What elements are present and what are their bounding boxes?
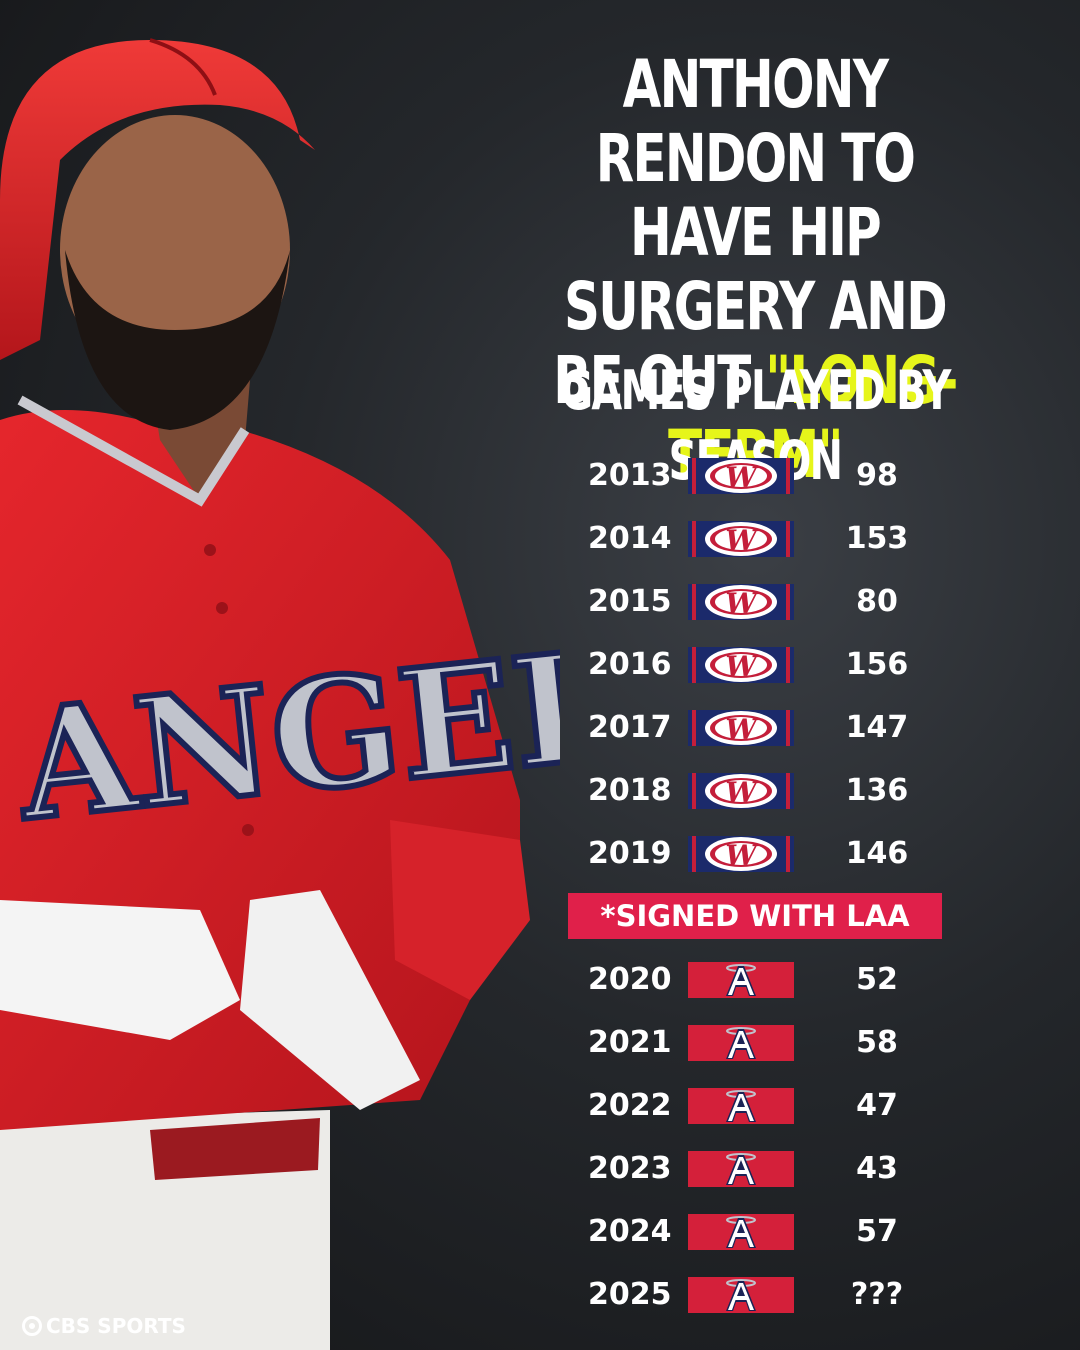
brand-text: CBS SPORTS <box>46 1314 186 1338</box>
svg-text:W: W <box>725 839 759 872</box>
season-row-nationals: 2014 W 153 <box>560 509 980 572</box>
season-year: 2016 <box>588 647 672 682</box>
season-row-nationals: 2016 W 156 <box>560 635 980 698</box>
nationals-logo-icon: W <box>688 458 794 494</box>
nationals-seasons: 2013 W 98 2014 W 153 2015 W 80 2016 W 156 2017 W 147 20… <box>560 446 980 887</box>
season-row-angels: 2021 58 <box>560 1013 980 1076</box>
nationals-logo-icon: W <box>688 836 794 872</box>
angels-logo-icon <box>688 1088 794 1124</box>
games-played: 57 <box>856 1214 898 1249</box>
season-row-angels: 2025??? <box>560 1265 980 1328</box>
svg-text:W: W <box>725 776 759 809</box>
player-photo: ANGELS <box>0 38 560 1350</box>
season-year: 2020 <box>588 962 672 997</box>
games-played: 58 <box>856 1025 898 1060</box>
season-year: 2024 <box>588 1214 672 1249</box>
season-year: 2015 <box>588 584 672 619</box>
games-played: 156 <box>845 647 909 682</box>
nationals-logo-icon: W <box>688 521 794 557</box>
headline: ANTHONY RENDON TO HAVE HIP SURGERY AND B… <box>516 48 995 492</box>
games-played: 136 <box>845 773 909 808</box>
season-year: 2023 <box>588 1151 672 1186</box>
angels-logo-icon <box>688 962 794 998</box>
season-year: 2014 <box>588 521 672 556</box>
games-played: 153 <box>845 521 909 556</box>
cbs-eye-icon <box>22 1316 42 1336</box>
games-played: ??? <box>850 1277 904 1312</box>
svg-text:W: W <box>725 461 759 494</box>
season-row-angels: 2023 43 <box>560 1139 980 1202</box>
angels-logo-icon <box>688 1151 794 1187</box>
games-played: 146 <box>845 836 909 871</box>
games-played: 80 <box>856 584 898 619</box>
games-played: 43 <box>856 1151 898 1186</box>
games-played: 47 <box>856 1088 898 1123</box>
season-row-nationals: 2018 W 136 <box>560 761 980 824</box>
headline-line-3-prefix: BE OUT <box>553 342 766 419</box>
svg-text:W: W <box>725 587 759 620</box>
nationals-logo-icon: W <box>688 584 794 620</box>
season-year: 2017 <box>588 710 672 745</box>
season-year: 2025 <box>588 1277 672 1312</box>
angels-logo-icon <box>688 1214 794 1250</box>
season-row-nationals: 2019 W 146 <box>560 824 980 887</box>
angels-seasons: 2020 52 2021 58 2022 47 2023 43 2024 57 2025??? <box>560 950 980 1328</box>
season-row-nationals: 2013 W 98 <box>560 446 980 509</box>
svg-text:W: W <box>725 650 759 683</box>
headline-line-2: HAVE HIP SURGERY AND <box>564 194 948 345</box>
svg-text:W: W <box>725 524 759 557</box>
season-year: 2021 <box>588 1025 672 1060</box>
angels-logo-icon <box>688 1025 794 1061</box>
season-year: 2013 <box>588 458 672 493</box>
season-row-angels: 2020 52 <box>560 950 980 1013</box>
season-year: 2018 <box>588 773 672 808</box>
games-table: 2013 W 98 2014 W 153 2015 W 80 2016 W 156 2017 W 147 20… <box>560 446 980 1328</box>
headline-line-1: ANTHONY RENDON TO <box>595 46 916 197</box>
season-year: 2019 <box>588 836 672 871</box>
angels-logo-icon <box>688 1277 794 1313</box>
games-played: 147 <box>845 710 909 745</box>
season-row-angels: 2022 47 <box>560 1076 980 1139</box>
svg-text:W: W <box>725 713 759 746</box>
games-played: 52 <box>856 962 898 997</box>
season-row-nationals: 2015 W 80 <box>560 572 980 635</box>
signed-banner: *SIGNED WITH LAA <box>568 893 942 939</box>
nationals-logo-icon: W <box>688 647 794 683</box>
nationals-logo-icon: W <box>688 773 794 809</box>
games-played: 98 <box>856 458 898 493</box>
season-row-angels: 2024 57 <box>560 1202 980 1265</box>
nationals-logo-icon: W <box>688 710 794 746</box>
season-year: 2022 <box>588 1088 672 1123</box>
brand-logo: CBS SPORTS <box>22 1314 186 1338</box>
season-row-nationals: 2017 W 147 <box>560 698 980 761</box>
